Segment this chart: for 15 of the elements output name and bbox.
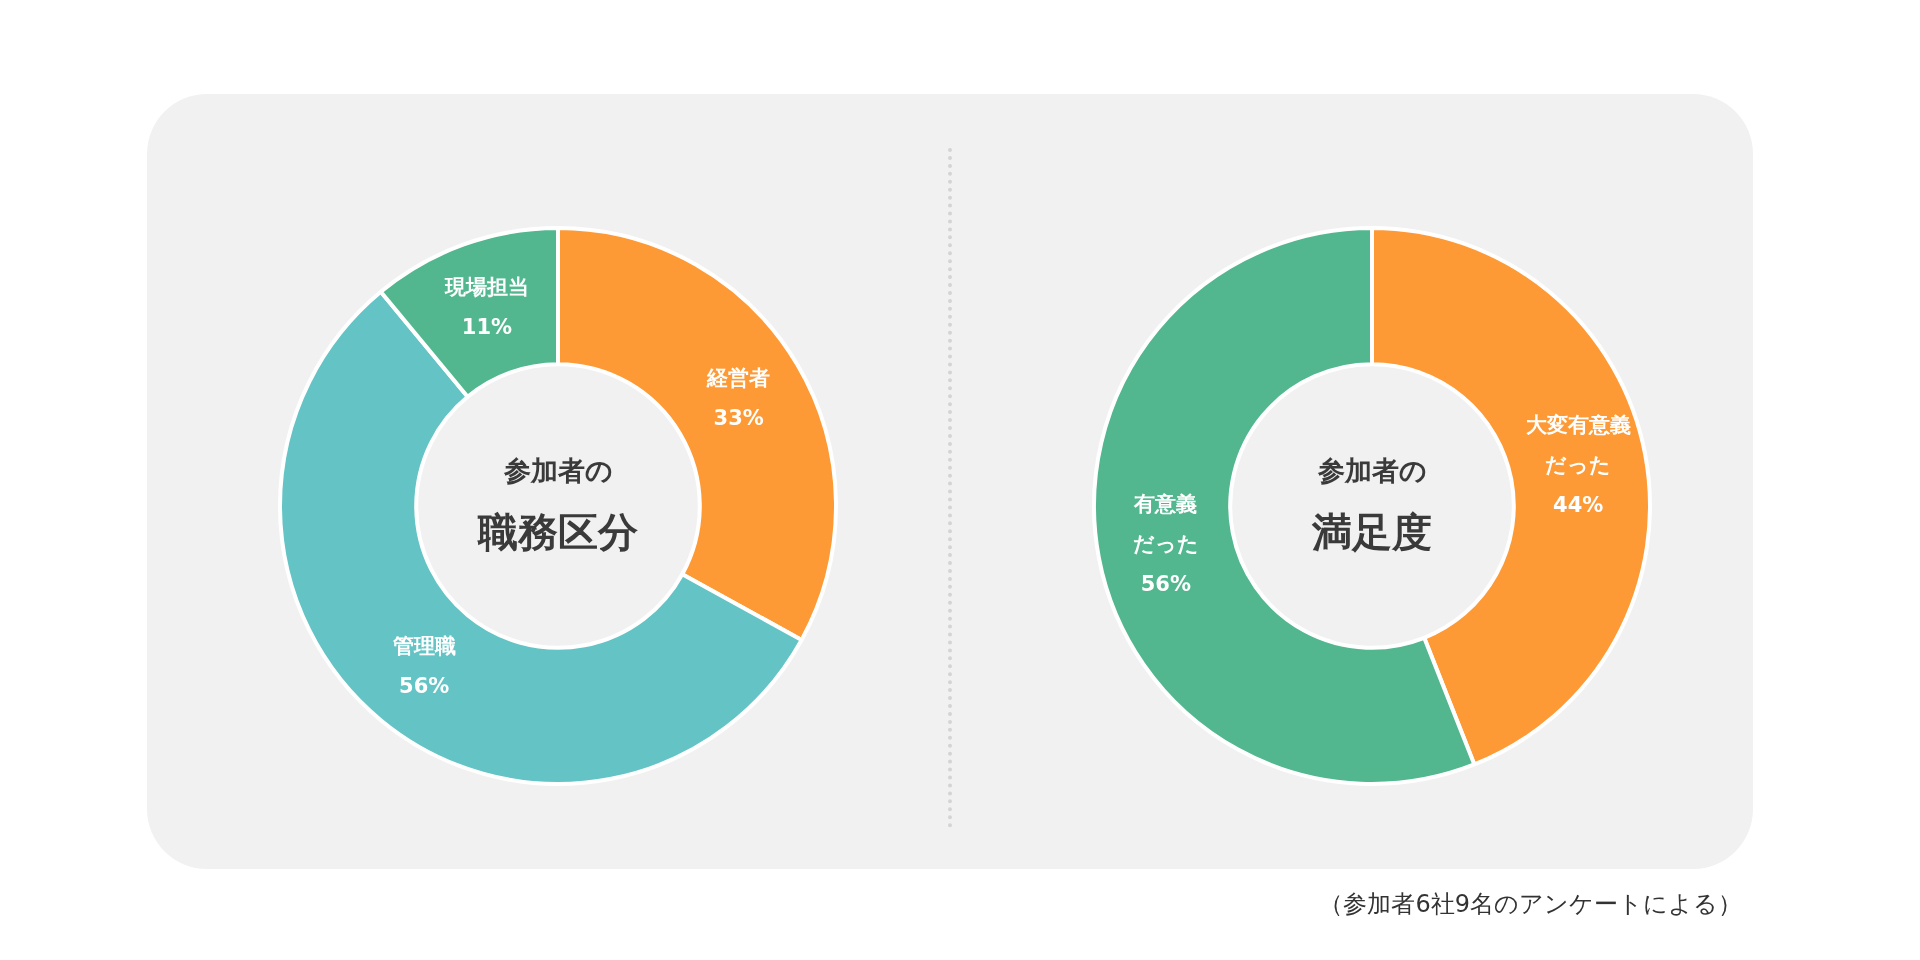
slice-label: 経営者 bbox=[706, 365, 771, 390]
slice-label: 大変有意義だった bbox=[1525, 413, 1631, 478]
text: 職務区分 bbox=[478, 507, 638, 557]
slice-label: 管理職 bbox=[391, 634, 456, 659]
text: 参加者の bbox=[503, 453, 613, 488]
data-label: 11% bbox=[461, 314, 513, 339]
data-label: 56% bbox=[399, 674, 450, 699]
data-label: 44% bbox=[1553, 493, 1604, 518]
slice-label: 有意義だった bbox=[1132, 491, 1199, 556]
text: 参加者の bbox=[1317, 453, 1427, 488]
text: 満足度 bbox=[1312, 507, 1432, 557]
text: （参加者6社9名のアンケートによる） bbox=[1319, 889, 1742, 920]
slice-label: 現場担当 bbox=[443, 274, 529, 299]
data-label: 56% bbox=[1140, 571, 1191, 596]
data-label: 33% bbox=[713, 405, 764, 430]
